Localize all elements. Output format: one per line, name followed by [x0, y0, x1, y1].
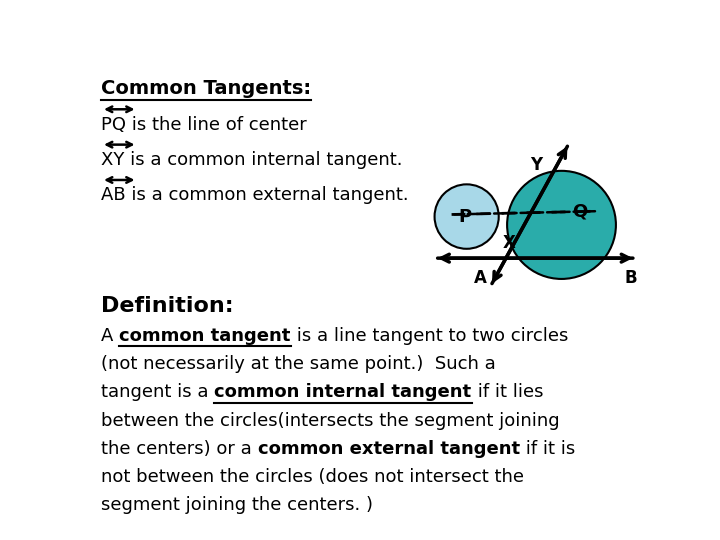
Text: XY is a common internal tangent.: XY is a common internal tangent. [101, 151, 402, 169]
Text: Common Tangents:: Common Tangents: [101, 79, 311, 98]
Text: not between the circles (does not intersect the: not between the circles (does not inters… [101, 468, 524, 486]
Text: segment joining the centers. ): segment joining the centers. ) [101, 496, 373, 515]
Ellipse shape [507, 171, 616, 279]
Text: if it lies: if it lies [472, 383, 543, 401]
Text: Definition:: Definition: [101, 295, 234, 315]
Text: Q: Q [572, 202, 588, 220]
Text: AB is a common external tangent.: AB is a common external tangent. [101, 186, 409, 204]
Text: (not necessarily at the same point.)  Such a: (not necessarily at the same point.) Suc… [101, 355, 496, 373]
Text: A: A [474, 269, 487, 287]
Text: B: B [625, 269, 638, 287]
Text: if it is: if it is [520, 440, 575, 458]
Text: P: P [459, 207, 472, 226]
Text: is a line tangent to two circles: is a line tangent to two circles [291, 327, 568, 345]
Text: between the circles(intersects the segment joining: between the circles(intersects the segme… [101, 411, 559, 430]
Text: common external tangent: common external tangent [258, 440, 520, 458]
Text: the centers) or a: the centers) or a [101, 440, 258, 458]
Text: common tangent: common tangent [120, 327, 291, 345]
Text: Y: Y [531, 156, 542, 173]
Text: common internal tangent: common internal tangent [215, 383, 472, 401]
Text: X: X [503, 234, 516, 252]
Text: tangent is a: tangent is a [101, 383, 215, 401]
Text: PQ is the line of center: PQ is the line of center [101, 116, 307, 133]
Ellipse shape [435, 184, 499, 249]
Text: A: A [101, 327, 120, 345]
